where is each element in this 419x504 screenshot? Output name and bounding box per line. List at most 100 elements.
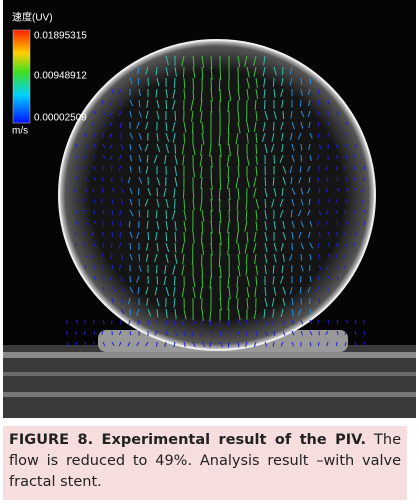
- vector: [210, 264, 213, 278]
- colorbar-unit: m/s: [12, 126, 28, 137]
- vector: [129, 187, 133, 195]
- vector: [255, 154, 258, 166]
- vector: [363, 330, 366, 335]
- vector: [192, 165, 196, 178]
- vector: [129, 330, 132, 336]
- vector: [290, 176, 293, 185]
- vector: [246, 286, 250, 298]
- vector: [75, 341, 78, 346]
- vector: [165, 330, 168, 336]
- vector: [255, 110, 258, 122]
- vector: [327, 99, 330, 105]
- vector: [93, 176, 97, 181]
- vector: [235, 286, 239, 299]
- vector: [255, 264, 259, 276]
- vector: [201, 275, 204, 288]
- vector: [120, 286, 125, 293]
- vector: [263, 77, 266, 88]
- vector: [263, 88, 266, 99]
- vector: [84, 143, 88, 148]
- vector: [345, 143, 348, 148]
- vector: [307, 99, 311, 106]
- vector: [280, 341, 284, 347]
- vector: [316, 220, 320, 227]
- vector: [336, 132, 339, 137]
- vector: [138, 209, 141, 218]
- vector: [255, 275, 258, 287]
- vector: [309, 330, 313, 336]
- vector: [136, 275, 140, 283]
- colorbar-label: 0.00948912: [34, 71, 87, 82]
- vector: [154, 253, 158, 263]
- vector: [246, 77, 250, 89]
- vector: [354, 341, 357, 346]
- vector: [327, 275, 331, 281]
- vector: [138, 154, 142, 163]
- vector: [155, 231, 158, 241]
- vector: [183, 209, 187, 221]
- vector: [156, 242, 159, 252]
- vector: [219, 341, 224, 348]
- vector: [227, 231, 230, 245]
- vector: [264, 220, 267, 231]
- vector: [163, 275, 167, 286]
- vector: [111, 297, 114, 304]
- vector: [343, 264, 347, 269]
- vector: [280, 88, 284, 97]
- vector: [138, 165, 141, 174]
- vector: [219, 264, 222, 278]
- vector: [236, 143, 239, 156]
- vector: [128, 319, 131, 325]
- vector: [119, 209, 122, 216]
- vector: [119, 220, 122, 227]
- vector: [147, 319, 150, 325]
- vector: [201, 220, 204, 233]
- vector: [327, 242, 331, 248]
- vector: [84, 253, 87, 258]
- vector: [156, 77, 160, 87]
- vector: [74, 231, 77, 236]
- vector: [300, 121, 304, 129]
- vector: [117, 88, 122, 95]
- vector: [145, 242, 149, 251]
- vector: [84, 187, 88, 192]
- vector: [343, 165, 347, 170]
- vector: [228, 143, 232, 157]
- vector: [237, 319, 242, 326]
- vector: [291, 121, 295, 130]
- vector: [192, 275, 196, 288]
- vector: [246, 297, 249, 309]
- vector: [156, 132, 159, 142]
- vector: [280, 242, 284, 251]
- vector: [127, 176, 131, 184]
- vector: [192, 55, 195, 68]
- vector: [291, 297, 294, 306]
- vector: [327, 319, 330, 325]
- vector: [280, 77, 284, 87]
- vector: [165, 209, 168, 220]
- vector: [111, 88, 114, 95]
- vector: [129, 231, 133, 239]
- vector: [210, 231, 213, 245]
- vector: [307, 165, 311, 172]
- vector: [118, 264, 122, 271]
- vector: [264, 198, 267, 209]
- vector: [111, 198, 114, 205]
- vector: [308, 176, 311, 184]
- vector: [93, 165, 96, 171]
- vector: [354, 143, 358, 148]
- vector: [300, 154, 303, 162]
- vector: [246, 121, 250, 133]
- vector: [272, 264, 275, 274]
- vector: [83, 132, 86, 138]
- vector: [102, 341, 106, 346]
- vector: [325, 220, 329, 226]
- vector: [354, 198, 357, 204]
- vector: [92, 341, 95, 346]
- vector: [236, 209, 239, 222]
- vector: [173, 187, 176, 198]
- vector: [181, 143, 185, 155]
- vector: [264, 264, 267, 275]
- vector: [354, 231, 358, 236]
- vector: [83, 330, 86, 336]
